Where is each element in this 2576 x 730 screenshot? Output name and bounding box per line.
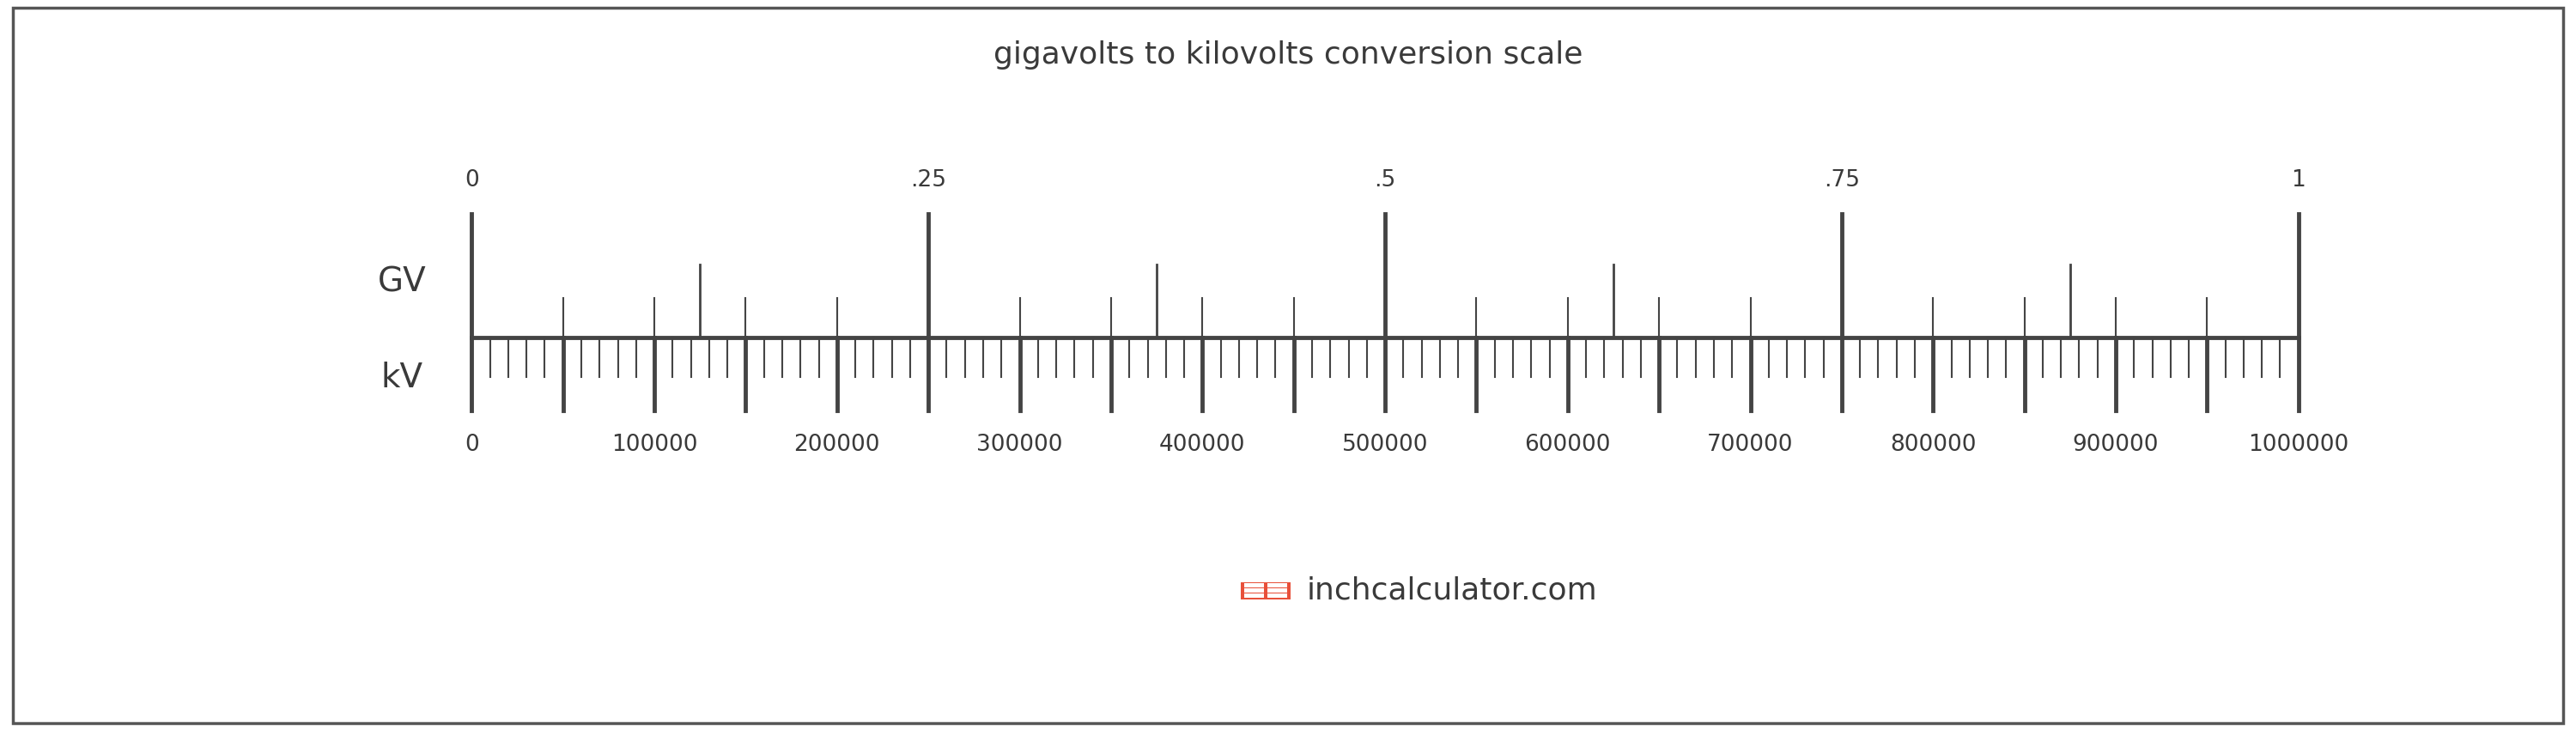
Text: 900000: 900000	[2074, 434, 2159, 456]
Text: .75: .75	[1824, 169, 1860, 191]
Text: 300000: 300000	[976, 434, 1064, 456]
Text: .25: .25	[909, 169, 945, 191]
Text: 500000: 500000	[1342, 434, 1427, 456]
Text: 200000: 200000	[793, 434, 881, 456]
FancyBboxPatch shape	[1267, 583, 1288, 588]
Text: 1: 1	[2290, 169, 2306, 191]
Text: 700000: 700000	[1708, 434, 1793, 456]
Text: GV: GV	[379, 266, 425, 299]
FancyBboxPatch shape	[1244, 593, 1265, 598]
Text: 600000: 600000	[1525, 434, 1610, 456]
Text: 1000000: 1000000	[2249, 434, 2349, 456]
Text: 0: 0	[464, 169, 479, 191]
Text: 800000: 800000	[1891, 434, 1976, 456]
FancyBboxPatch shape	[1267, 588, 1288, 593]
Text: 400000: 400000	[1159, 434, 1247, 456]
Text: 0: 0	[464, 434, 479, 456]
FancyBboxPatch shape	[1244, 583, 1265, 588]
Text: gigavolts to kilovolts conversion scale: gigavolts to kilovolts conversion scale	[994, 40, 1582, 69]
Text: kV: kV	[381, 361, 422, 394]
FancyBboxPatch shape	[1244, 588, 1265, 593]
Text: inchcalculator.com: inchcalculator.com	[1306, 576, 1597, 605]
Text: 100000: 100000	[611, 434, 698, 456]
FancyBboxPatch shape	[1242, 583, 1291, 599]
Text: .5: .5	[1373, 169, 1396, 191]
FancyBboxPatch shape	[1267, 593, 1288, 598]
